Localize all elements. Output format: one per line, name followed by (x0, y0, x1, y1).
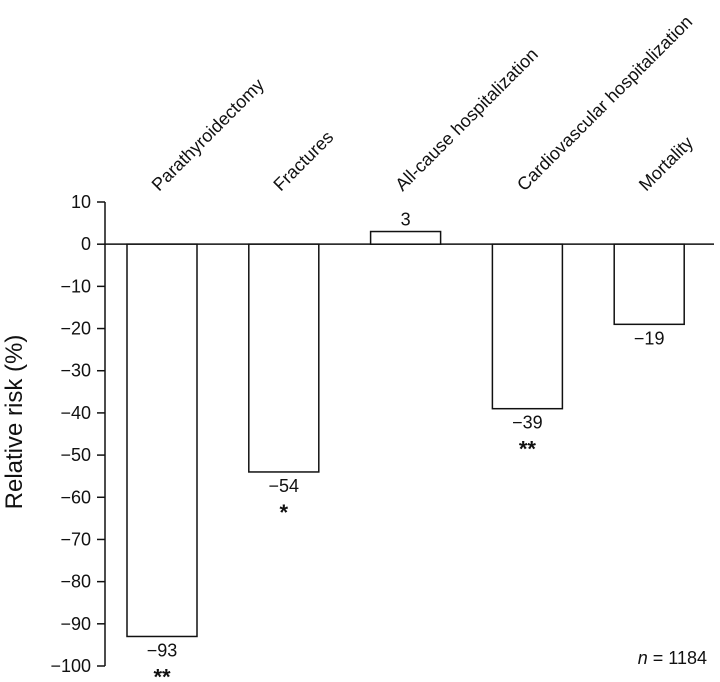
y-tick-label: −10 (60, 276, 91, 296)
y-tick-label: −50 (60, 445, 91, 465)
y-tick-label: 10 (71, 192, 91, 212)
sample-size-annotation: n = 1184 (638, 648, 707, 668)
bars (126, 230, 685, 638)
sample-size-value: = 1184 (648, 648, 707, 668)
y-tick-label: −80 (60, 572, 91, 592)
y-tick-label: −70 (60, 529, 91, 549)
y-axis: 10 0 −10 −20 −30 −40 −50 −60 −70 −80 −90 −100 (50, 192, 714, 676)
bar-value-label: −19 (634, 328, 665, 348)
bar (613, 243, 685, 326)
bar-value-label: −54 (269, 476, 300, 496)
y-tick-label: 0 (81, 234, 91, 254)
category-label: All-cause hospitalization (391, 44, 542, 195)
category-label: Parathyroidectomy (148, 75, 268, 195)
y-tick-label: −90 (60, 614, 91, 634)
y-tick-label: −100 (50, 656, 91, 676)
y-tick-label: −60 (60, 487, 91, 507)
data-labels: −93 ** −54 * 3 −39 ** −19 (147, 210, 665, 682)
bar (369, 230, 442, 245)
sample-size-n: n (638, 648, 648, 668)
significance-marker: * (280, 500, 289, 525)
bar (491, 243, 564, 410)
category-label: Mortality (635, 133, 697, 195)
bar-value-label: 3 (401, 210, 411, 230)
bar (248, 243, 320, 473)
significance-marker: ** (519, 437, 537, 462)
y-tick-label: −20 (60, 319, 91, 339)
y-axis-label: Relative risk (%) (1, 335, 28, 510)
category-label: Fractures (269, 127, 337, 195)
bar-value-label: −39 (512, 413, 543, 433)
bar-value-label: −93 (147, 640, 178, 660)
y-tick-label: −30 (60, 361, 91, 381)
y-tick-label: −40 (60, 403, 91, 423)
bar (126, 243, 198, 638)
significance-marker: ** (153, 664, 171, 682)
category-labels: Parathyroidectomy Fractures All-cause hosp… (148, 12, 697, 195)
